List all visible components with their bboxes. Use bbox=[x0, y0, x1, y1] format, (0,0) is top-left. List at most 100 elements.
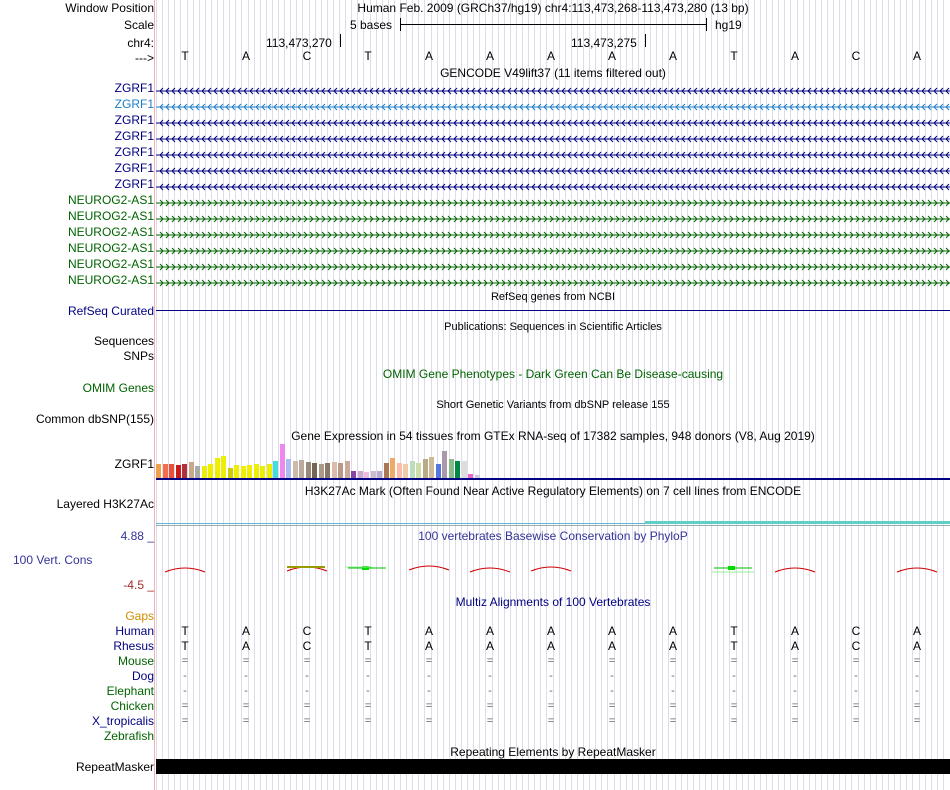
gencode-gene-label[interactable]: NEUROG2-AS1 bbox=[67, 193, 154, 207]
gencode-gene-label[interactable]: ZGRF1 bbox=[114, 177, 154, 191]
gencode-gene-strand[interactable] bbox=[156, 276, 950, 287]
publications-label-snps[interactable]: SNPs bbox=[123, 349, 154, 363]
gtex-label[interactable]: ZGRF1 bbox=[114, 457, 154, 471]
phylop-negative-mark[interactable] bbox=[774, 567, 816, 573]
multiz-title[interactable]: Multiz Alignments of 100 Vertebrates bbox=[455, 595, 651, 609]
repeatmasker-block[interactable] bbox=[156, 759, 950, 774]
gtex-tissue-bar[interactable] bbox=[370, 471, 376, 478]
gtex-tissue-bar[interactable] bbox=[214, 458, 220, 478]
gtex-tissue-bar[interactable] bbox=[227, 468, 233, 478]
gtex-tissue-bar[interactable] bbox=[325, 463, 330, 478]
gtex-tissue-bar[interactable] bbox=[468, 474, 473, 478]
omim-title[interactable]: OMIM Gene Phenotypes - Dark Green Can Be… bbox=[382, 367, 724, 381]
phylop-graph[interactable] bbox=[0, 550, 950, 590]
gencode-gene-label[interactable]: ZGRF1 bbox=[114, 129, 154, 143]
refseq-label[interactable]: RefSeq Curated bbox=[67, 304, 154, 318]
multiz-species-label[interactable]: Zebrafish bbox=[103, 729, 154, 743]
phylop-positive-mark[interactable] bbox=[362, 566, 369, 570]
gtex-tissue-bar[interactable] bbox=[409, 461, 415, 478]
phylop-negative-mark[interactable] bbox=[164, 567, 206, 573]
gencode-gene-strand[interactable] bbox=[156, 116, 950, 127]
gtex-tissue-bar[interactable] bbox=[383, 463, 389, 478]
gtex-tissue-bar[interactable] bbox=[422, 459, 428, 478]
gtex-tissue-bar[interactable] bbox=[221, 456, 226, 478]
phylop-negative-mark[interactable] bbox=[530, 566, 572, 572]
gtex-title[interactable]: Gene Expression in 54 tissues from GTEx … bbox=[291, 429, 815, 443]
gencode-gene-strand[interactable] bbox=[156, 260, 950, 271]
h3k27ac-label[interactable]: Layered H3K27Ac bbox=[56, 497, 154, 511]
gtex-tissue-bar[interactable] bbox=[279, 444, 285, 478]
multiz-species-row[interactable]: ------------- bbox=[0, 669, 950, 683]
gencode-gene-label[interactable]: NEUROG2-AS1 bbox=[67, 257, 154, 271]
gtex-tissue-bar[interactable] bbox=[448, 459, 454, 478]
gencode-gene-strand[interactable] bbox=[156, 244, 950, 255]
gtex-tissue-bar[interactable] bbox=[331, 462, 337, 478]
gtex-tissue-bar[interactable] bbox=[416, 463, 421, 478]
assembly-position[interactable]: Human Feb. 2009 (GRCh37/hg19) chr4:113,4… bbox=[357, 1, 749, 15]
multiz-species-row[interactable]: = = = = = = = = = = = = = bbox=[0, 699, 950, 713]
gtex-tissue-bar[interactable] bbox=[357, 471, 363, 478]
multiz-species-row[interactable]: ------------- bbox=[0, 684, 950, 698]
gtex-tissue-bar[interactable] bbox=[403, 464, 408, 478]
gtex-tissue-bar[interactable] bbox=[377, 471, 382, 478]
multiz-species-label[interactable]: Mouse bbox=[117, 654, 154, 668]
gtex-tissue-bar[interactable] bbox=[435, 464, 441, 478]
gencode-gene-strand[interactable] bbox=[156, 164, 950, 175]
gtex-tissue-bar[interactable] bbox=[286, 459, 291, 478]
gtex-tissue-bar[interactable] bbox=[208, 464, 213, 478]
gencode-gene-label[interactable]: ZGRF1 bbox=[114, 113, 154, 127]
multiz-species-row[interactable] bbox=[0, 729, 950, 743]
gtex-tissue-bar[interactable] bbox=[201, 466, 207, 478]
gtex-tissue-bar[interactable] bbox=[169, 464, 174, 478]
gtex-tissue-bar[interactable] bbox=[156, 464, 161, 478]
gencode-gene-strand[interactable] bbox=[156, 84, 950, 95]
gtex-tissue-bar[interactable] bbox=[273, 461, 278, 478]
gtex-tissue-bar[interactable] bbox=[461, 461, 467, 478]
gtex-tissue-bar[interactable] bbox=[182, 464, 187, 478]
gtex-tissue-bar[interactable] bbox=[195, 466, 200, 478]
gtex-tissue-bar[interactable] bbox=[318, 464, 324, 478]
gtex-tissue-bar[interactable] bbox=[312, 463, 317, 478]
gencode-gene-strand[interactable] bbox=[156, 132, 950, 143]
gtex-tissue-bar[interactable] bbox=[299, 460, 304, 478]
phylop-negative-mark[interactable] bbox=[469, 567, 511, 573]
gencode-title[interactable]: GENCODE V49lift37 (11 items filtered out… bbox=[440, 66, 666, 80]
gtex-tissue-bar[interactable] bbox=[234, 465, 239, 478]
gtex-tissue-bar[interactable] bbox=[474, 475, 480, 478]
omim-label[interactable]: OMIM Genes bbox=[82, 381, 154, 395]
gencode-gene-label[interactable]: NEUROG2-AS1 bbox=[67, 241, 154, 255]
gtex-tissue-bar[interactable] bbox=[364, 472, 369, 478]
gencode-gene-strand[interactable] bbox=[156, 100, 950, 111]
gtex-tissue-bar[interactable] bbox=[338, 463, 343, 478]
gtex-tissue-bar[interactable] bbox=[292, 461, 298, 478]
gencode-gene-label[interactable]: NEUROG2-AS1 bbox=[67, 273, 154, 287]
multiz-species-label[interactable]: Dog bbox=[131, 669, 154, 683]
phylop-title[interactable]: 100 vertebrates Basewise Conservation by… bbox=[418, 529, 688, 543]
gtex-tissue-bar[interactable] bbox=[390, 458, 395, 478]
multiz-species-label[interactable]: Human bbox=[115, 624, 154, 638]
gtex-tissue-bar[interactable] bbox=[175, 465, 181, 478]
gtex-tissue-bar[interactable] bbox=[429, 457, 434, 478]
gtex-tissue-bar[interactable] bbox=[351, 471, 356, 478]
gtex-tissue-bar[interactable] bbox=[442, 451, 447, 478]
gencode-gene-label[interactable]: ZGRF1 bbox=[114, 145, 154, 159]
gtex-tissue-bar[interactable] bbox=[455, 461, 460, 478]
multiz-species-label[interactable]: Chicken bbox=[110, 699, 154, 713]
gencode-gene-strand[interactable] bbox=[156, 196, 950, 207]
multiz-species-label[interactable]: X_tropicalis bbox=[91, 714, 154, 728]
gencode-gene-strand[interactable] bbox=[156, 228, 950, 239]
publications-title[interactable]: Publications: Sequences in Scientific Ar… bbox=[444, 321, 662, 333]
refseq-gene-line[interactable] bbox=[156, 310, 950, 311]
refseq-title[interactable]: RefSeq genes from NCBI bbox=[490, 291, 616, 303]
repeatmasker-label[interactable]: RepeatMasker bbox=[75, 760, 154, 774]
gencode-gene-label[interactable]: ZGRF1 bbox=[114, 161, 154, 175]
gencode-gene-label[interactable]: ZGRF1 bbox=[114, 81, 154, 95]
gtex-tissue-bar[interactable] bbox=[162, 464, 168, 478]
multiz-species-label[interactable]: Rhesus bbox=[113, 639, 154, 653]
phylop-positive-mark[interactable] bbox=[728, 566, 735, 570]
phylop-label[interactable]: 100 Vert. Cons bbox=[13, 553, 93, 567]
publications-label-sequences[interactable]: Sequences bbox=[93, 334, 154, 348]
gencode-gene-label[interactable]: ZGRF1 bbox=[114, 97, 154, 111]
gtex-tissue-bar[interactable] bbox=[253, 464, 259, 478]
